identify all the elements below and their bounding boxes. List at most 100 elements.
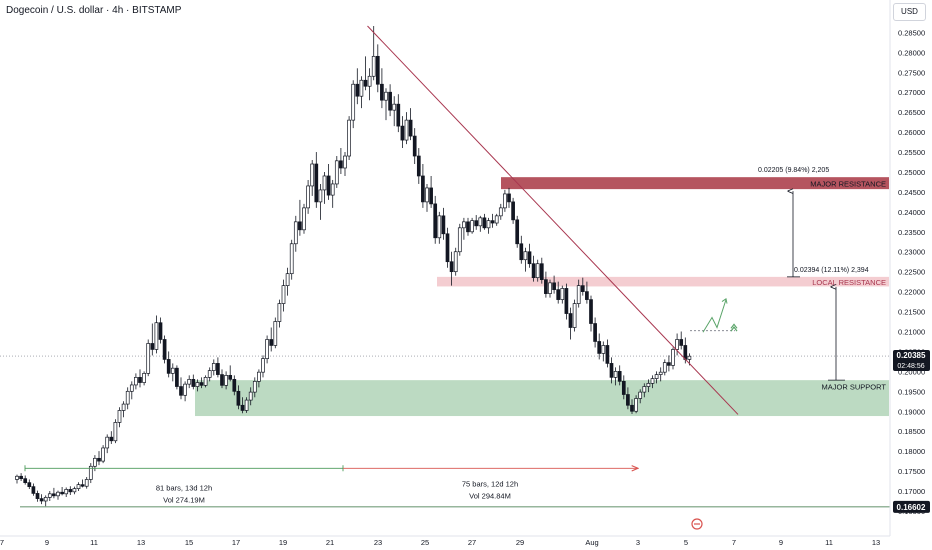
candle-body [248, 391, 253, 401]
time-tick: 11 [825, 538, 833, 547]
candle-body [236, 390, 241, 406]
candle-body [68, 489, 73, 493]
candle-body [527, 251, 532, 265]
candle-body [322, 175, 327, 191]
candle-body [109, 436, 114, 442]
candle-body [76, 484, 81, 489]
candle-body [158, 322, 163, 340]
candle-body [621, 381, 626, 395]
currency-button[interactable]: USD [893, 3, 926, 21]
candle-body [330, 183, 335, 196]
candle-body [380, 83, 384, 101]
time-tick: 9 [779, 538, 783, 547]
candle-body [211, 363, 216, 371]
candle-body [191, 379, 196, 387]
candle-body [326, 175, 331, 196]
candle-body [490, 220, 495, 224]
major-resistance-label: MAJOR RESISTANCE [810, 180, 886, 189]
candle-body [552, 282, 556, 290]
candle-body [216, 363, 220, 375]
price-tick: 0.17500 [898, 467, 925, 476]
candle-body [367, 75, 372, 87]
candle-body [507, 193, 511, 203]
candle-body [634, 398, 638, 412]
candle-body [482, 217, 487, 229]
price-tick: 0.22500 [898, 268, 925, 277]
candle-body [429, 187, 433, 205]
candle-body [687, 355, 692, 360]
candle-body [27, 482, 32, 487]
price-tick: 0.19500 [898, 387, 925, 396]
zone-major-resistance[interactable] [501, 177, 889, 190]
candle-body [314, 163, 319, 203]
candle-body [421, 175, 425, 203]
candle-body [560, 288, 565, 300]
candle-body [318, 189, 323, 203]
candle-body [142, 373, 146, 383]
candle-body [64, 489, 69, 495]
low-price-label[interactable] [893, 500, 930, 513]
candle-body [576, 285, 581, 304]
price-tick: 0.24000 [898, 208, 925, 217]
price-tick: 0.25000 [898, 168, 925, 177]
candle-body [478, 217, 483, 227]
price-tick: 0.23000 [898, 248, 925, 257]
candle-body [105, 436, 110, 449]
price-axis-bg [890, 0, 932, 550]
candle-body [347, 119, 351, 157]
candle-body [179, 386, 183, 396]
candle-body [642, 386, 647, 393]
candle-body [175, 367, 179, 387]
candle-body [39, 498, 44, 502]
trendline[interactable] [367, 25, 739, 415]
current-price-label[interactable] [893, 350, 930, 372]
candle-body [630, 404, 634, 412]
candle-body [52, 493, 56, 497]
zone-major-support[interactable] [195, 380, 889, 417]
candle-body [568, 313, 573, 328]
candle-body [597, 341, 602, 354]
candle-body [535, 263, 540, 279]
candle-body [166, 359, 171, 374]
time-tick: Aug [585, 538, 598, 547]
candle-body [462, 221, 466, 229]
candle-body [470, 220, 474, 233]
candle-body [19, 475, 23, 480]
candle-body [396, 103, 401, 127]
candle-body [359, 79, 364, 97]
price-tick: 0.21000 [898, 328, 925, 337]
candle-body [113, 422, 118, 442]
price-tick: 0.28500 [898, 28, 925, 37]
chart-title: Dogecoin / U.S. dollar · 4h · BITSTAMP [6, 5, 182, 16]
local-resistance-label: LOCAL RESISTANCE [812, 278, 886, 287]
candle-body [572, 303, 577, 328]
candle-body [150, 343, 155, 350]
candle-body [289, 243, 294, 275]
price-tick: 0.18500 [898, 427, 925, 436]
time-tick: 7 [732, 538, 736, 547]
candle-body [412, 135, 417, 157]
candle-body [88, 465, 93, 480]
candle-body [363, 79, 368, 87]
candle-body [388, 91, 392, 111]
candle-body [544, 279, 548, 294]
candle-body [56, 491, 60, 497]
candle-body [80, 484, 85, 487]
price-tick: 0.23500 [898, 228, 925, 237]
candle-body [224, 375, 228, 386]
candle-body [125, 390, 130, 405]
candle-body [613, 371, 618, 378]
zone-local-resistance[interactable] [437, 276, 889, 287]
candle-body [564, 288, 569, 314]
measure-lower-label: 0.02394 (12.11%) 2,394 [794, 267, 869, 274]
projection-arrow[interactable] [702, 299, 727, 333]
low-price-text: 0.16602 [897, 503, 926, 512]
candle-body [129, 384, 134, 392]
candle-body [580, 285, 585, 292]
candle-body [23, 478, 28, 483]
candle-body [392, 103, 397, 111]
candle-body [589, 299, 593, 324]
candle-body [154, 322, 159, 350]
